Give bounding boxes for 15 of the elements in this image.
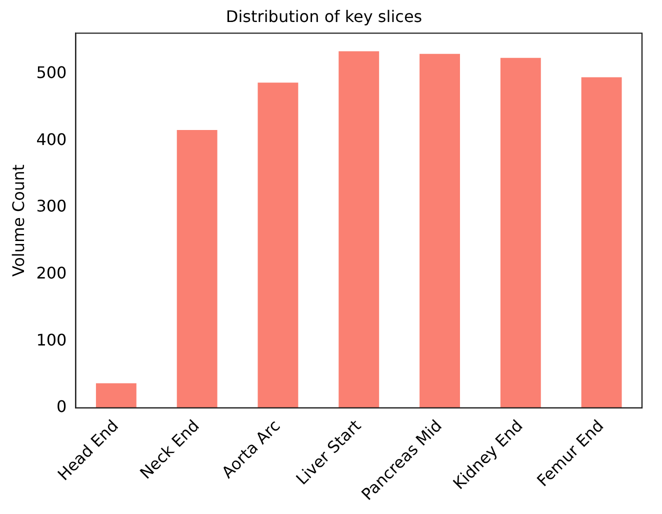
chart-title: Distribution of key slices: [226, 6, 422, 26]
bar: [420, 54, 460, 408]
y-axis-title: Volume Count: [8, 164, 28, 277]
y-tick-label: 200: [36, 263, 67, 282]
y-tick-label: 400: [36, 130, 67, 149]
bar: [500, 58, 541, 408]
bar: [176, 130, 218, 408]
y-tick-label: 100: [36, 330, 67, 350]
y-tick-label: 300: [36, 196, 67, 216]
bar: [258, 82, 298, 408]
bar: [338, 51, 380, 408]
bar: [581, 77, 622, 408]
y-tick-label: 500: [36, 63, 67, 82]
y-tick-label: 0: [56, 397, 67, 416]
bar: [96, 383, 136, 408]
